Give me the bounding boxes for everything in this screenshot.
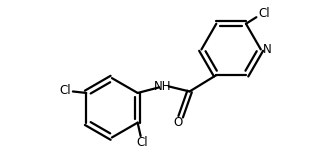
Text: Cl: Cl	[136, 136, 148, 149]
Text: N: N	[263, 43, 272, 56]
Text: Cl: Cl	[60, 84, 71, 97]
Text: NH: NH	[154, 80, 172, 93]
Text: Cl: Cl	[259, 7, 270, 20]
Text: O: O	[173, 116, 182, 129]
